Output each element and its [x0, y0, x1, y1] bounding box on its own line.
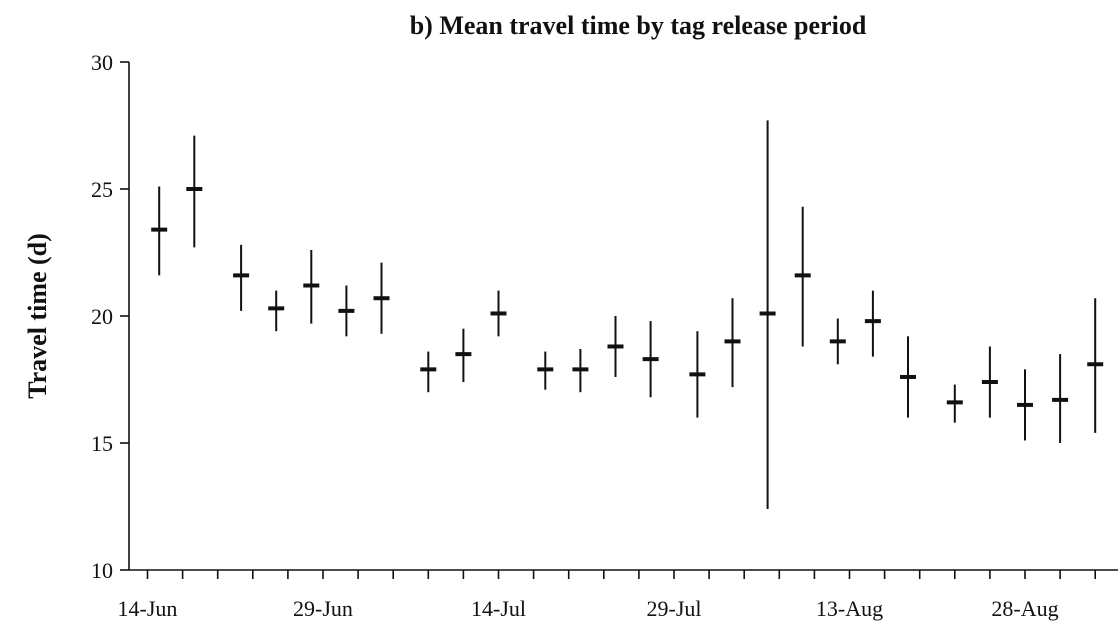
data-point: [303, 249, 320, 324]
data-point: [338, 285, 355, 337]
y-tick-label: 15: [91, 431, 113, 456]
data-marks: [151, 120, 1104, 510]
data-point: [689, 331, 706, 418]
data-point: [1017, 369, 1033, 441]
data-point: [607, 316, 624, 377]
data-point: [268, 290, 285, 332]
x-tick-label: 14-Jun: [118, 596, 178, 621]
x-tick-label: 28-Aug: [991, 596, 1058, 621]
data-point: [794, 206, 811, 347]
data-point: [151, 186, 168, 276]
x-tick-label: 29-Jun: [293, 596, 353, 621]
chart-title: b) Mean travel time by tag release perio…: [410, 11, 867, 40]
y-axis-label: Travel time (d): [23, 233, 52, 399]
data-point: [373, 262, 390, 334]
data-point: [642, 321, 659, 398]
data-point: [946, 384, 963, 423]
data-point: [420, 351, 437, 393]
data-point: [724, 298, 741, 388]
y-tick-label: 10: [91, 558, 113, 583]
data-point: [455, 328, 472, 383]
data-point: [864, 290, 881, 357]
x-ticks: 14-Jun 29-Jun 14-Jul 29-Jul 13-Aug 28-Aug: [118, 570, 1096, 621]
x-tick-label: 29-Jul: [647, 596, 702, 621]
y-ticks: 10 15 20 25 30: [91, 50, 129, 583]
data-point: [572, 349, 589, 393]
y-tick-label: 20: [91, 304, 113, 329]
data-point: [537, 351, 554, 390]
data-point: [1087, 298, 1104, 433]
y-tick-label: 25: [91, 177, 113, 202]
data-point: [186, 135, 203, 248]
data-point: [759, 120, 776, 510]
data-point: [900, 336, 916, 418]
data-point: [490, 290, 507, 337]
data-point: [233, 244, 250, 311]
data-point: [1052, 354, 1069, 443]
x-tick-label: 14-Jul: [471, 596, 526, 621]
y-tick-label: 30: [91, 50, 113, 75]
x-tick-label: 13-Aug: [816, 596, 883, 621]
data-point: [981, 346, 998, 418]
data-point: [829, 318, 846, 365]
